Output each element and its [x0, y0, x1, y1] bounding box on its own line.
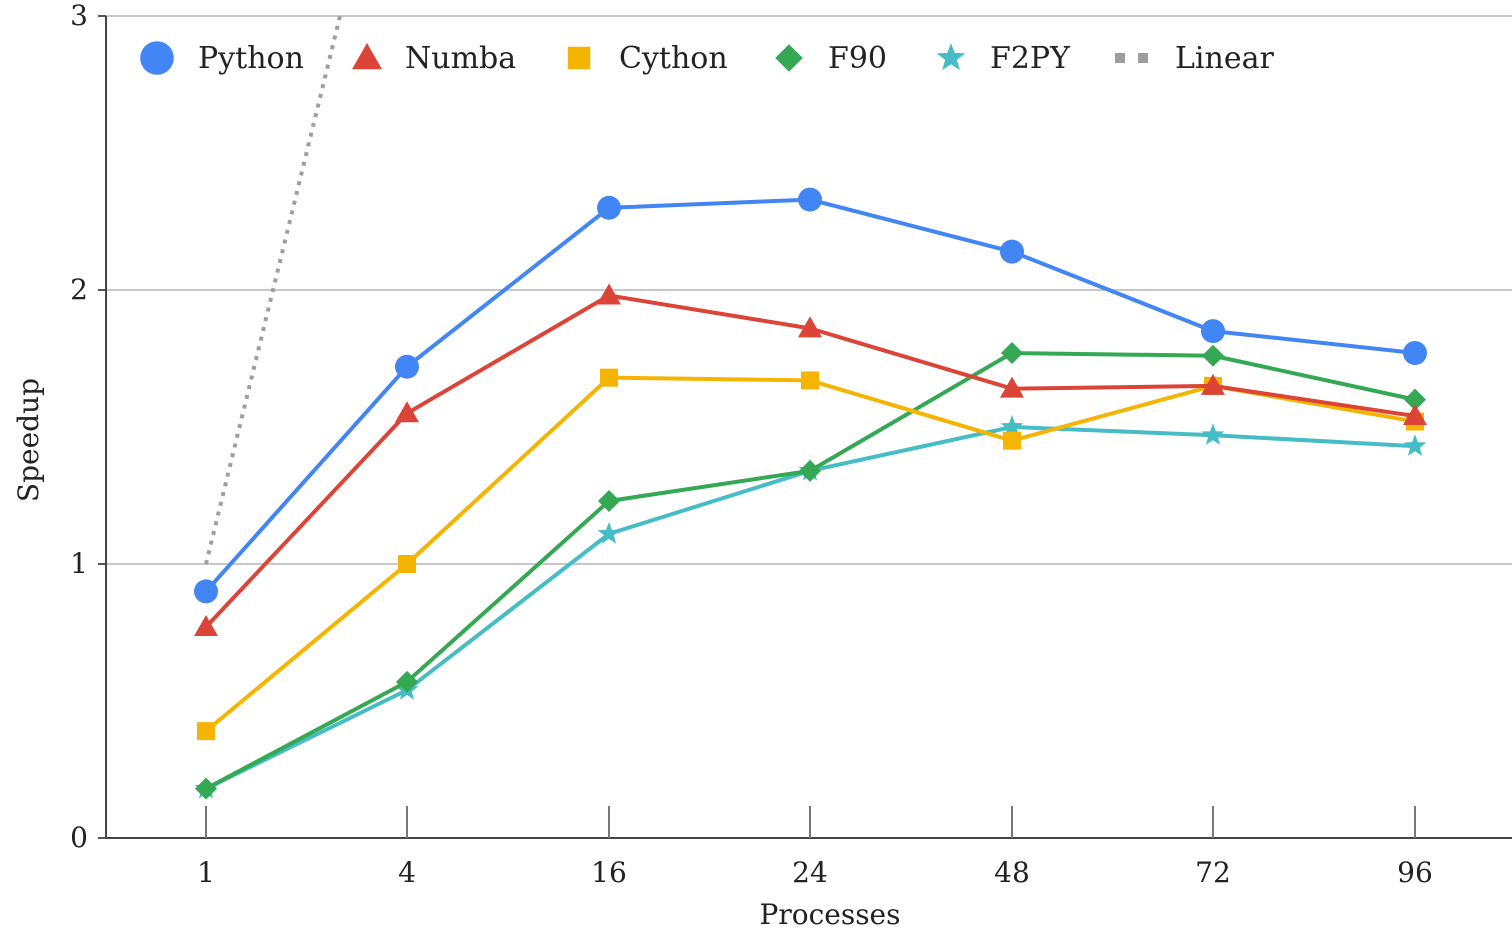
- data-point-f90: [195, 777, 217, 800]
- x-axis-title: Processes: [759, 898, 900, 931]
- legend-swatch-f2py: [936, 43, 966, 71]
- data-point-f2py: [1201, 423, 1225, 445]
- data-point-cython: [600, 368, 618, 387]
- data-point-python: [798, 187, 822, 212]
- legend-item-f2py: F2PY: [936, 41, 1071, 76]
- series-line-python: [204, 197, 1416, 593]
- series-line-f90: [205, 351, 1416, 791]
- legend-swatch-linear: [1115, 53, 1125, 63]
- data-point-f2py: [1403, 434, 1427, 456]
- data-point-f2py: [597, 521, 621, 544]
- data-point-numba: [1403, 404, 1427, 426]
- data-point-cython: [197, 722, 215, 741]
- series-line-cython: [204, 375, 1416, 733]
- data-point-python: [194, 579, 218, 604]
- x-tick-label: 24: [792, 856, 828, 889]
- x-tick-label: 72: [1195, 856, 1231, 889]
- legend-swatch-f90: [775, 44, 803, 72]
- data-point-numba: [597, 283, 621, 305]
- y-tick-label: 2: [70, 273, 88, 306]
- legend-label-python: Python: [198, 41, 304, 76]
- legend-swatch-linear: [1138, 53, 1148, 63]
- data-point-f90: [799, 459, 821, 482]
- y-tick-label: 3: [70, 0, 88, 32]
- data-point-numba: [1201, 373, 1225, 395]
- data-point-python: [1403, 341, 1427, 366]
- series-line-linear: [204, 15, 342, 565]
- legend-label-f90: F90: [828, 41, 887, 76]
- data-point-python: [1201, 319, 1225, 344]
- series-layer: [194, 15, 1427, 800]
- legend-swatch-cython: [567, 46, 591, 70]
- data-point-numba: [194, 615, 218, 637]
- legend-item-numba: Numba: [352, 41, 516, 76]
- legend: Python Numba Cython F90 F2PY Linear: [140, 41, 1274, 76]
- x-tick-label: 48: [994, 856, 1030, 889]
- data-point-f90: [1404, 388, 1426, 411]
- y-tick-label: 1: [70, 547, 88, 580]
- data-point-f90: [1202, 344, 1224, 367]
- legend-item-cython: Cython: [567, 41, 728, 76]
- legend-label-f2py: F2PY: [990, 41, 1071, 76]
- legend-label-numba: Numba: [405, 41, 516, 76]
- x-tick-label: 1: [197, 856, 215, 889]
- legend-swatch-numba: [352, 43, 382, 70]
- legend-item-f90: F90: [775, 41, 887, 76]
- y-axis-title: Speedup: [12, 378, 45, 502]
- legend-label-cython: Cython: [619, 41, 728, 76]
- legend-item-python: Python: [140, 41, 304, 76]
- legend-item-linear: Linear: [1115, 41, 1274, 76]
- data-point-python: [597, 195, 621, 220]
- data-point-python: [395, 354, 419, 379]
- data-point-cython: [1003, 431, 1021, 450]
- data-point-numba: [798, 316, 822, 338]
- series-cython: [197, 368, 1424, 741]
- data-point-numba: [395, 401, 419, 423]
- series-linear: [204, 15, 342, 565]
- grid-layer: [106, 15, 1512, 565]
- series-f90: [195, 342, 1426, 800]
- data-point-f90: [396, 670, 418, 693]
- data-point-f90: [1001, 342, 1023, 365]
- data-point-f2py: [1000, 415, 1024, 437]
- series-numba: [194, 283, 1427, 637]
- series-python: [194, 187, 1427, 604]
- legend-swatch-python: [140, 41, 174, 75]
- data-point-f90: [598, 489, 620, 512]
- x-tick-label: 4: [398, 856, 416, 889]
- axis-layer: 0 1 2 3 1 4 16 24 48 72 96: [70, 0, 1512, 889]
- data-point-cython: [398, 555, 416, 573]
- data-point-numba: [1000, 376, 1024, 398]
- data-point-python: [1000, 239, 1024, 264]
- data-point-cython: [801, 371, 819, 390]
- x-tick-label: 96: [1397, 856, 1433, 889]
- y-tick-label: 0: [70, 821, 88, 854]
- legend-label-linear: Linear: [1175, 41, 1274, 76]
- x-tick-label: 16: [591, 856, 627, 889]
